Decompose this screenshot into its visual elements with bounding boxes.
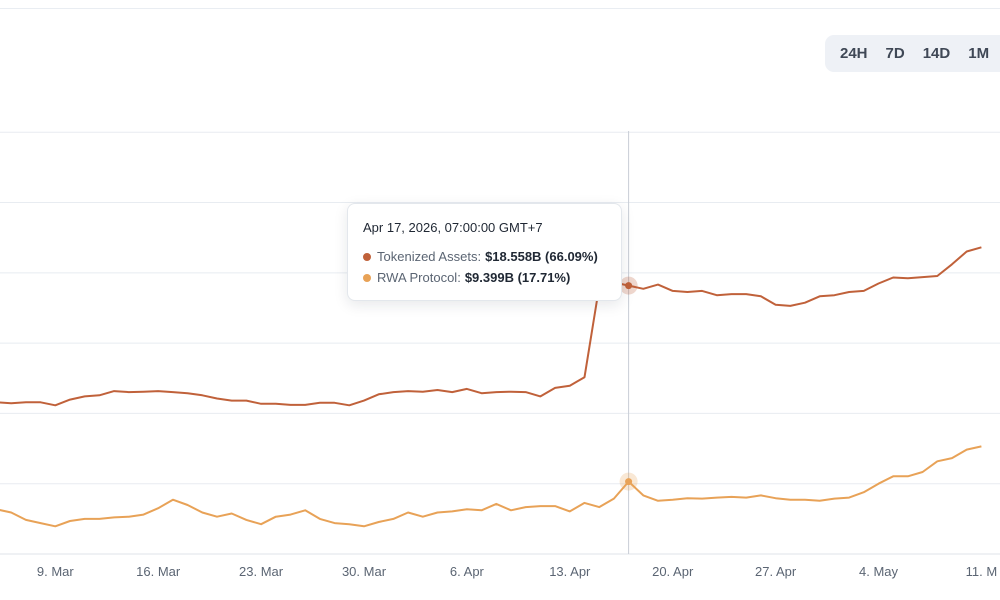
tooltip-series-value: $18.558B (66.09%) [485,249,598,264]
x-tick-label: 9. Mar [37,564,75,579]
tokenized-assets-dot-icon [363,252,371,261]
hover-point [625,478,633,486]
x-tick-label: 4. May [859,564,899,579]
tooltip-row-rwa-protocol: RWA Protocol: $9.399B (17.71%) [363,267,606,288]
tooltip-row-tokenized-assets: Tokenized Assets: $18.558B (66.09%) [363,246,606,267]
chart-tooltip: Apr 17, 2026, 07:00:00 GMT+7 Tokenized A… [347,203,622,301]
x-tick-label: 30. Mar [342,564,387,579]
range-1m-button[interactable]: 1M [968,45,990,62]
x-tick-label: 16. Mar [136,564,181,579]
range-14d-button[interactable]: 14D [922,45,951,62]
top-divider [0,8,1000,9]
x-tick-label: 11. M [966,564,998,579]
x-axis-ticks: 9. Mar 16. Mar 23. Mar 30. Mar 6. Apr 13. Apr… [37,564,997,579]
tooltip-series-name: RWA Protocol: [377,270,461,285]
chart-series [0,246,982,528]
series-line-rwa-protocol [0,445,982,528]
tooltip-date: Apr 17, 2026, 07:00:00 GMT+7 [363,220,543,235]
x-tick-label: 13. Apr [549,564,591,579]
x-tick-label: 23. Mar [239,564,284,579]
range-24h-button[interactable]: 24H [840,45,868,62]
rwa-protocol-dot-icon [363,273,371,282]
chart-gridlines [0,131,1000,555]
hover-point [625,282,633,290]
x-tick-label: 20. Apr [652,564,694,579]
x-tick-label: 27. Apr [755,564,797,579]
hover-markers [619,276,638,491]
series-line-tokenized-assets [0,246,982,407]
range-7d-button[interactable]: 7D [885,45,905,62]
x-tick-label: 6. Apr [450,564,485,579]
tooltip-series-value: $9.399B (17.71%) [464,270,571,285]
tooltip-series-name: Tokenized Assets: [377,249,482,264]
time-range-selector: 24H 7D 14D 1M [825,35,1000,72]
